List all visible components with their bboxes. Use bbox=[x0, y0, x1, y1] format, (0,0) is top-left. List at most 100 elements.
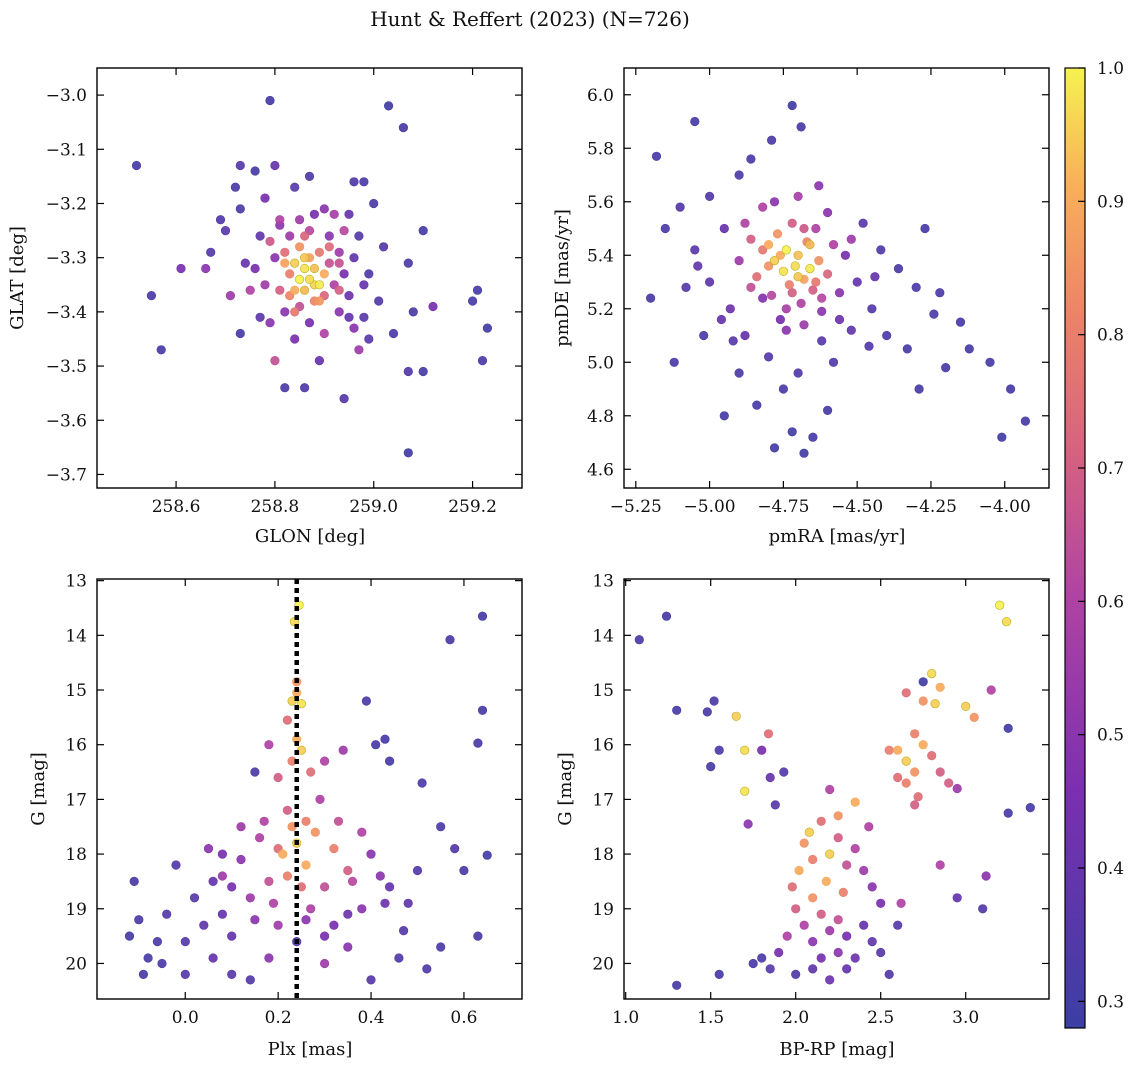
data-point bbox=[436, 822, 446, 832]
data-point bbox=[896, 898, 906, 908]
colorbar-tick-label: 0.9 bbox=[1097, 192, 1124, 212]
data-point bbox=[778, 384, 789, 394]
x-tick-label: 0.0 bbox=[172, 1008, 199, 1028]
data-point bbox=[787, 218, 797, 228]
data-point bbox=[320, 756, 330, 766]
x-tick-label: 0.4 bbox=[358, 1008, 385, 1028]
data-point bbox=[825, 784, 835, 795]
tick-labels: 258.6 258.8 259.0 259.2 −3.0 −3.1 −3.2 −3.3 −3.4… bbox=[46, 86, 497, 517]
data-point bbox=[699, 330, 709, 341]
data-point bbox=[477, 611, 488, 621]
data-point bbox=[859, 920, 869, 930]
data-point bbox=[799, 838, 809, 848]
data-point bbox=[131, 160, 142, 171]
data-point bbox=[379, 242, 389, 252]
data-point bbox=[893, 772, 903, 783]
data-point bbox=[230, 182, 240, 192]
data-point bbox=[719, 223, 729, 234]
data-point bbox=[208, 876, 218, 887]
data-point bbox=[403, 448, 413, 458]
data-point bbox=[349, 323, 359, 333]
scatter-points bbox=[131, 95, 493, 458]
data-point bbox=[418, 226, 428, 236]
data-point bbox=[763, 729, 774, 739]
data-point bbox=[157, 958, 167, 969]
data-point bbox=[828, 240, 839, 250]
data-point bbox=[369, 198, 379, 209]
data-point bbox=[255, 312, 265, 322]
data-point bbox=[748, 958, 758, 969]
data-point bbox=[180, 969, 190, 980]
data-point bbox=[315, 794, 325, 805]
tick-labels: −5.25 −5.00 −4.75 −4.50 −4.25 −4.00 4.6 4.8 5.0 5… bbox=[587, 86, 1031, 517]
data-point bbox=[910, 767, 920, 777]
data-point bbox=[997, 432, 1007, 442]
x-tick-label: 259.2 bbox=[448, 497, 497, 517]
y-tick-label: 4.6 bbox=[587, 460, 614, 480]
data-point bbox=[704, 191, 715, 201]
tick-marks bbox=[624, 68, 1049, 488]
data-point bbox=[329, 843, 339, 854]
x-tick-label: 2.5 bbox=[867, 1008, 894, 1028]
data-point bbox=[319, 328, 329, 339]
data-point bbox=[901, 756, 911, 766]
data-point bbox=[364, 269, 374, 279]
data-point bbox=[339, 394, 349, 404]
data-point bbox=[702, 707, 712, 717]
data-point bbox=[477, 705, 488, 715]
data-point bbox=[817, 336, 827, 346]
data-point bbox=[867, 936, 877, 947]
x-tick-label: 258.8 bbox=[251, 497, 300, 517]
data-point bbox=[935, 288, 945, 298]
data-point bbox=[787, 882, 797, 892]
data-point bbox=[304, 274, 315, 285]
data-point bbox=[472, 285, 483, 295]
data-point bbox=[398, 122, 409, 133]
y-tick-label: 5.0 bbox=[587, 353, 614, 373]
data-point bbox=[781, 245, 791, 255]
data-point bbox=[354, 231, 364, 241]
data-point bbox=[1025, 802, 1035, 813]
data-point bbox=[918, 696, 928, 706]
data-point bbox=[796, 298, 806, 309]
data-point bbox=[250, 263, 260, 274]
data-point bbox=[285, 269, 295, 279]
y-axis-label: GLAT [deg] bbox=[7, 226, 28, 330]
figure-title: Hunt & Reffert (2023) (N=726) bbox=[370, 7, 690, 31]
y-tick-label: −3.7 bbox=[46, 465, 87, 485]
data-point bbox=[706, 761, 716, 772]
y-tick-label: 20 bbox=[65, 954, 87, 974]
data-point bbox=[290, 334, 300, 344]
data-point bbox=[867, 304, 877, 314]
y-axis-label: G [mag] bbox=[555, 752, 576, 825]
data-point bbox=[301, 816, 311, 826]
data-point bbox=[876, 245, 886, 255]
panel-plx-g: 0.0 0.2 0.4 0.6 13 14 15 16 17 18 19 20 Plx [mas] G… bbox=[28, 572, 523, 1060]
data-point bbox=[250, 166, 260, 176]
data-point bbox=[300, 263, 310, 274]
data-point bbox=[920, 223, 930, 234]
data-point bbox=[634, 635, 644, 645]
data-point bbox=[201, 263, 211, 274]
data-point bbox=[473, 931, 483, 941]
data-point bbox=[320, 882, 330, 892]
data-point bbox=[822, 207, 833, 218]
data-point bbox=[746, 282, 756, 293]
data-point bbox=[805, 240, 815, 250]
data-point bbox=[349, 177, 359, 187]
data-point bbox=[927, 668, 937, 679]
y-axis-label: G [mag] bbox=[28, 752, 49, 825]
data-point bbox=[740, 745, 750, 755]
data-point bbox=[978, 904, 988, 914]
data-point bbox=[779, 767, 789, 777]
data-point bbox=[236, 854, 246, 865]
data-point bbox=[1001, 617, 1012, 627]
data-point bbox=[852, 277, 862, 287]
x-tick-label: −5.00 bbox=[684, 497, 736, 517]
data-point bbox=[781, 304, 791, 314]
data-point bbox=[203, 843, 214, 854]
data-point bbox=[969, 712, 979, 723]
data-point bbox=[784, 280, 794, 290]
data-point bbox=[310, 827, 320, 837]
data-point bbox=[955, 317, 966, 327]
